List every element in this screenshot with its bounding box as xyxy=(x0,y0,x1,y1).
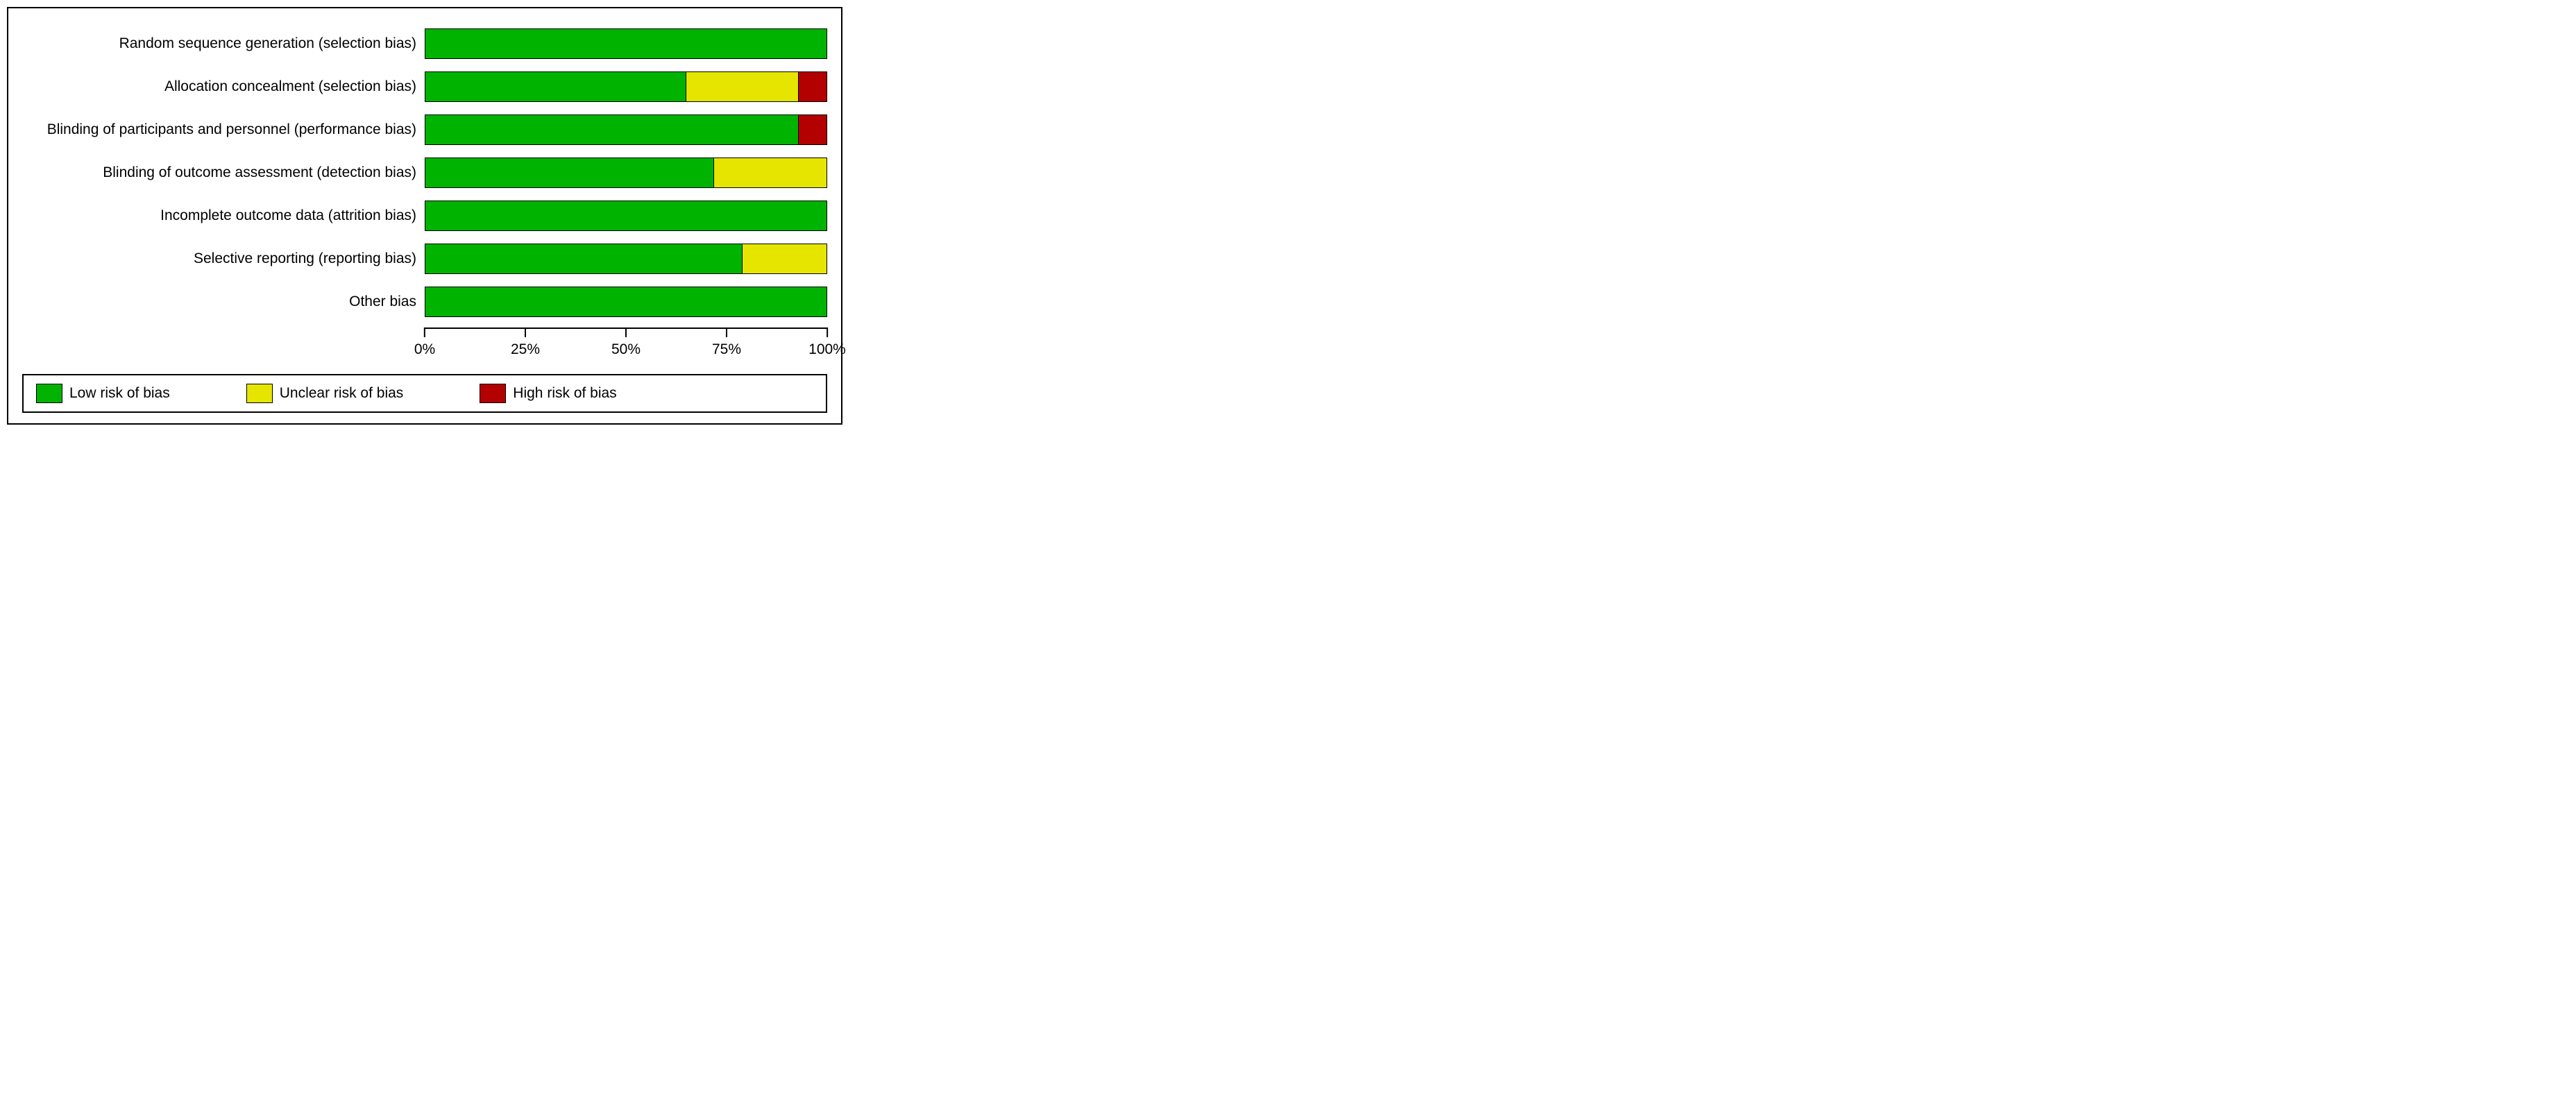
category-label: Blinding of outcome assessment (detectio… xyxy=(22,164,425,181)
chart-row: Incomplete outcome data (attrition bias) xyxy=(22,194,827,237)
tick-label: 50% xyxy=(611,341,641,358)
bar-segment-high xyxy=(799,72,827,101)
stacked-bar xyxy=(425,28,827,59)
tick-mark xyxy=(726,327,727,337)
legend-label: Unclear risk of bias xyxy=(280,385,404,402)
chart-row: Blinding of outcome assessment (detectio… xyxy=(22,151,827,194)
tick-label: 0% xyxy=(414,341,435,358)
stacked-bar xyxy=(425,244,827,274)
stacked-bar xyxy=(425,71,827,102)
bar-segment-high xyxy=(799,115,827,144)
tick-mark xyxy=(424,327,425,337)
legend: Low risk of bias Unclear risk of bias High… xyxy=(22,374,827,413)
tick-mark xyxy=(525,327,526,337)
stacked-bar xyxy=(425,114,827,145)
chart-rows: Random sequence generation (selection bi… xyxy=(22,22,827,323)
tick-label: 25% xyxy=(511,341,540,358)
category-label: Allocation concealment (selection bias) xyxy=(22,78,425,95)
tick-mark xyxy=(625,327,627,337)
category-label: Incomplete outcome data (attrition bias) xyxy=(22,207,425,224)
legend-swatch-high xyxy=(480,384,506,403)
stacked-bar xyxy=(425,287,827,317)
tick-label: 100% xyxy=(808,341,846,358)
chart-row: Other bias xyxy=(22,280,827,323)
axis-tick: 50% xyxy=(611,327,641,358)
axis-tick: 75% xyxy=(712,327,741,358)
category-label: Selective reporting (reporting bias) xyxy=(22,250,425,267)
bar-segment-low xyxy=(425,29,827,58)
x-axis: 0%25%50%75%100% xyxy=(425,327,827,366)
chart-row: Blinding of participants and personnel (… xyxy=(22,108,827,151)
bar-segment-low xyxy=(425,115,799,144)
bar-segment-low xyxy=(425,287,827,316)
category-label: Blinding of participants and personnel (… xyxy=(22,121,425,138)
stacked-bar xyxy=(425,158,827,188)
legend-swatch-unclear xyxy=(246,384,273,403)
bar-segment-low xyxy=(425,244,743,273)
category-label: Other bias xyxy=(22,293,425,310)
legend-item-unclear: Unclear risk of bias xyxy=(246,384,404,403)
legend-swatch-low xyxy=(36,384,62,403)
legend-item-low: Low risk of bias xyxy=(36,384,170,403)
axis-tick: 100% xyxy=(808,327,846,358)
bar-segment-low xyxy=(425,201,827,230)
bar-segment-unclear xyxy=(686,72,799,101)
bar-segment-low xyxy=(425,158,714,187)
axis-tick: 0% xyxy=(414,327,435,358)
tick-mark xyxy=(827,327,828,337)
bar-segment-low xyxy=(425,72,686,101)
bar-segment-unclear xyxy=(714,158,827,187)
axis-tick: 25% xyxy=(511,327,540,358)
legend-label: High risk of bias xyxy=(513,385,616,402)
x-axis-row: 0%25%50%75%100% xyxy=(22,327,827,366)
chart-row: Selective reporting (reporting bias) xyxy=(22,237,827,280)
bar-segment-unclear xyxy=(743,244,827,273)
tick-label: 75% xyxy=(712,341,741,358)
chart-row: Allocation concealment (selection bias) xyxy=(22,65,827,108)
risk-of-bias-chart: Random sequence generation (selection bi… xyxy=(7,7,842,425)
legend-item-high: High risk of bias xyxy=(480,384,616,403)
legend-label: Low risk of bias xyxy=(69,385,170,402)
stacked-bar xyxy=(425,201,827,231)
chart-row: Random sequence generation (selection bi… xyxy=(22,22,827,65)
category-label: Random sequence generation (selection bi… xyxy=(22,35,425,52)
